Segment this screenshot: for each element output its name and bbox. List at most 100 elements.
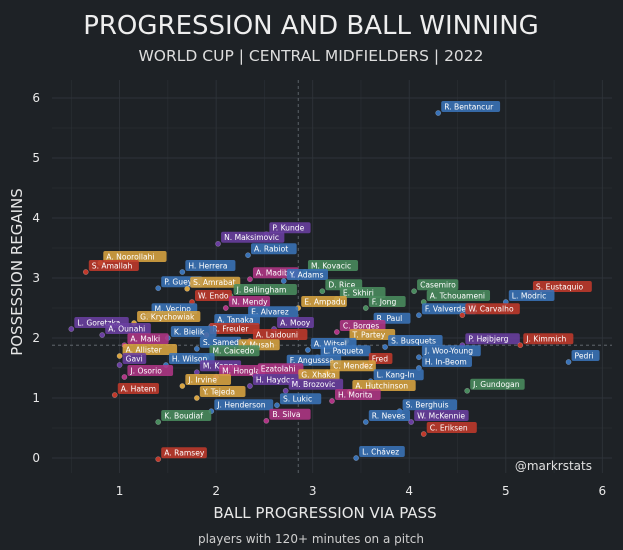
point-marker xyxy=(155,419,162,425)
point-label-bg xyxy=(417,279,459,291)
point-label-bg xyxy=(402,399,458,411)
player-point: Pedri xyxy=(565,350,600,365)
point-label-bg xyxy=(414,410,469,421)
point-marker xyxy=(111,392,118,398)
point-label-bg xyxy=(214,399,274,411)
y-tick-label: 2 xyxy=(32,331,40,345)
point-label-bg xyxy=(352,380,416,391)
point-marker xyxy=(116,362,123,368)
point-label-bg xyxy=(335,389,381,400)
axis-ticks: 1 2 3 4 5 6 0 1 2 3 4 5 6 xyxy=(32,91,606,498)
player-point: H. In-Beom xyxy=(416,356,472,371)
point-label-bg xyxy=(185,374,232,385)
point-label: H. Haydos xyxy=(256,375,295,384)
grid-lines xyxy=(52,80,612,473)
y-tick-label: 4 xyxy=(32,211,40,225)
point-label-bg xyxy=(339,320,386,331)
point-label: E. Skhiri xyxy=(343,288,374,297)
x-tick-label: 4 xyxy=(405,484,413,498)
point-label-bg xyxy=(170,326,217,337)
player-point: S. Amrabat xyxy=(184,276,241,292)
point-label-bg xyxy=(388,335,443,346)
point-label-bg xyxy=(137,311,201,322)
point-marker xyxy=(121,374,128,380)
point-label-bg xyxy=(359,446,405,457)
point-label-bg xyxy=(532,281,592,292)
player-point: C. Eriksen xyxy=(420,422,477,437)
point-label: K. Bielik xyxy=(174,327,205,336)
point-marker xyxy=(82,269,89,275)
point-label: S. Lukic xyxy=(283,395,312,404)
point-label-bg xyxy=(269,408,311,420)
player-point: J. Irvine xyxy=(179,374,232,389)
player-point: H. Herrera xyxy=(179,260,236,275)
point-marker xyxy=(416,312,422,319)
point-label-bg xyxy=(209,323,260,334)
point-label: S. Samed xyxy=(203,338,239,347)
point-label-bg xyxy=(508,290,555,301)
point-label: H. In-Beom xyxy=(425,357,467,366)
point-label-bg xyxy=(330,360,376,372)
point-label-bg xyxy=(465,303,520,315)
y-axis-label: POSSESSION REGAINS xyxy=(8,188,26,356)
point-label: A. Tchouameni xyxy=(430,291,485,300)
point-marker xyxy=(362,305,369,311)
point-label: L. Chávez xyxy=(362,447,399,456)
point-label: M. Vecino xyxy=(155,305,192,314)
point-marker xyxy=(353,455,359,461)
player-point: S. Amallah xyxy=(82,260,139,275)
point-label: W. McKennie xyxy=(417,411,465,420)
point-label-bg xyxy=(199,386,246,397)
point-label: D. Rice xyxy=(328,281,355,290)
point-label: Pedri xyxy=(575,351,594,360)
y-tick-label: 3 xyxy=(32,271,40,285)
point-marker xyxy=(193,345,200,352)
player-point: A. Ramsey xyxy=(155,447,207,463)
point-label-bg xyxy=(426,422,477,433)
point-label-bg xyxy=(190,276,241,288)
point-label: N. Mendy xyxy=(232,297,268,306)
player-point: Y. Tejeda xyxy=(193,386,246,401)
point-label: T. Partey xyxy=(351,330,385,339)
point-label: S. Berghuis xyxy=(406,401,449,410)
point-marker xyxy=(215,240,221,247)
x-tick-label: 6 xyxy=(599,484,607,498)
point-label: P. Kunde xyxy=(272,224,304,233)
point-label: N. Maksimovic xyxy=(224,233,279,242)
point-marker xyxy=(517,342,524,349)
point-label: W. Endo xyxy=(198,291,229,300)
point-label-bg xyxy=(209,345,260,357)
point-label: A. Allister xyxy=(126,345,163,354)
point-label: S. Amallah xyxy=(92,261,133,270)
point-label-bg xyxy=(199,336,242,348)
point-label-bg xyxy=(248,306,299,318)
point-label: G. Krychowiak xyxy=(140,312,195,321)
point-label-bg xyxy=(320,345,371,357)
player-point: Y. Adams xyxy=(280,269,328,284)
point-label: Fred xyxy=(372,354,388,363)
point-label-bg xyxy=(421,303,477,315)
player-point: S. Lukic xyxy=(274,393,322,409)
player-point: Casemiro xyxy=(411,279,459,295)
player-point: H. Haydos xyxy=(247,374,299,389)
point-label: A. Ounahi xyxy=(108,324,145,333)
point-marker xyxy=(155,285,162,292)
point-label: K. Boudiaf xyxy=(164,411,203,420)
point-marker xyxy=(222,305,229,311)
point-label-bg xyxy=(228,296,271,307)
point-label: J. Gundogan xyxy=(472,380,520,389)
player-point: R. Neves xyxy=(362,410,411,425)
point-marker xyxy=(305,347,311,353)
y-tick-label: 5 xyxy=(32,151,40,165)
point-label: M. Caicedo xyxy=(212,347,254,356)
player-point: M. Brozovic xyxy=(282,378,344,394)
point-label-bg xyxy=(286,269,328,280)
player-point: B. Silva xyxy=(263,408,311,424)
point-label: B. Silva xyxy=(272,410,300,419)
point-label: S. Busquets xyxy=(391,336,436,345)
point-label-bg xyxy=(252,329,308,340)
point-label-bg xyxy=(298,369,340,381)
point-label: R. Neves xyxy=(372,411,405,420)
point-label: J. Irvine xyxy=(187,375,217,384)
